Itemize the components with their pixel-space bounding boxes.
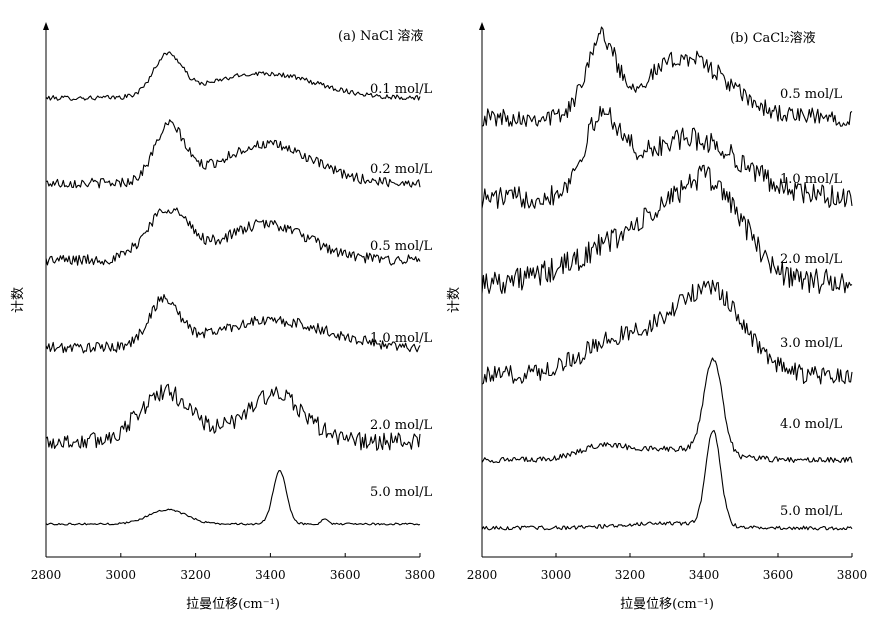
series-label: 5.0 mol/L [780,504,842,519]
y-axis-arrow [479,22,485,30]
spectrum-trace [45,207,421,266]
series-label: 2.0 mol/L [780,252,842,267]
series-label: 0.1 mol/L [370,82,432,97]
spectrum-trace [45,119,421,189]
x-tick-label: 3600 [763,568,794,582]
x-tick-label: 3800 [405,568,436,582]
x-axis-title: 拉曼位移(cm⁻¹) [186,597,280,612]
x-tick-label: 3200 [180,568,211,582]
series-label: 0.5 mol/L [780,87,842,102]
x-tick-label: 3800 [837,568,868,582]
spectrum-trace [45,470,421,526]
series-label: 1.0 mol/L [780,172,842,187]
spectrum-trace [481,164,853,295]
spectrum-trace [481,429,853,531]
series-label: 3.0 mol/L [780,336,842,351]
series-label: 0.5 mol/L [370,239,432,254]
panel-title: (b) CaCl₂溶液 [730,31,816,46]
series-label: 2.0 mol/L [370,418,432,433]
x-tick-label: 3000 [106,568,137,582]
x-axis-title: 拉曼位移(cm⁻¹) [620,597,714,612]
x-tick-label: 3400 [689,568,720,582]
spectrum-trace [45,51,421,101]
x-tick-label: 2800 [467,568,498,582]
x-tick-label: 3600 [330,568,361,582]
series-label: 4.0 mol/L [780,417,842,432]
x-tick-label: 2800 [31,568,62,582]
x-tick-label: 3400 [255,568,286,582]
spectrum-trace [481,105,853,209]
x-tick-label: 3200 [615,568,646,582]
x-tick-label: 3000 [541,568,572,582]
spectrum-trace [45,383,421,451]
spectrum-trace [481,279,853,385]
y-axis-arrow [43,22,49,30]
panel-title: (a) NaCl 溶液 [338,29,423,44]
y-axis-title: 计数 [11,287,26,313]
series-label: 1.0 mol/L [370,331,432,346]
series-label: 5.0 mol/L [370,485,432,500]
spectrum-trace [481,357,853,464]
panel-a-nacl: 2800 3000 3200 3400 3600 3800 拉曼位移(cm⁻¹) 计数 (a) … [11,22,435,612]
panel-b-cacl2: 2800 3000 3200 3400 3600 3800 拉曼位移(cm⁻¹) 计数 (b) … [447,22,867,612]
spectrum-trace [481,26,853,127]
y-axis-title: 计数 [447,287,462,313]
spectrum-trace [45,294,421,354]
series-label: 0.2 mol/L [370,162,432,177]
